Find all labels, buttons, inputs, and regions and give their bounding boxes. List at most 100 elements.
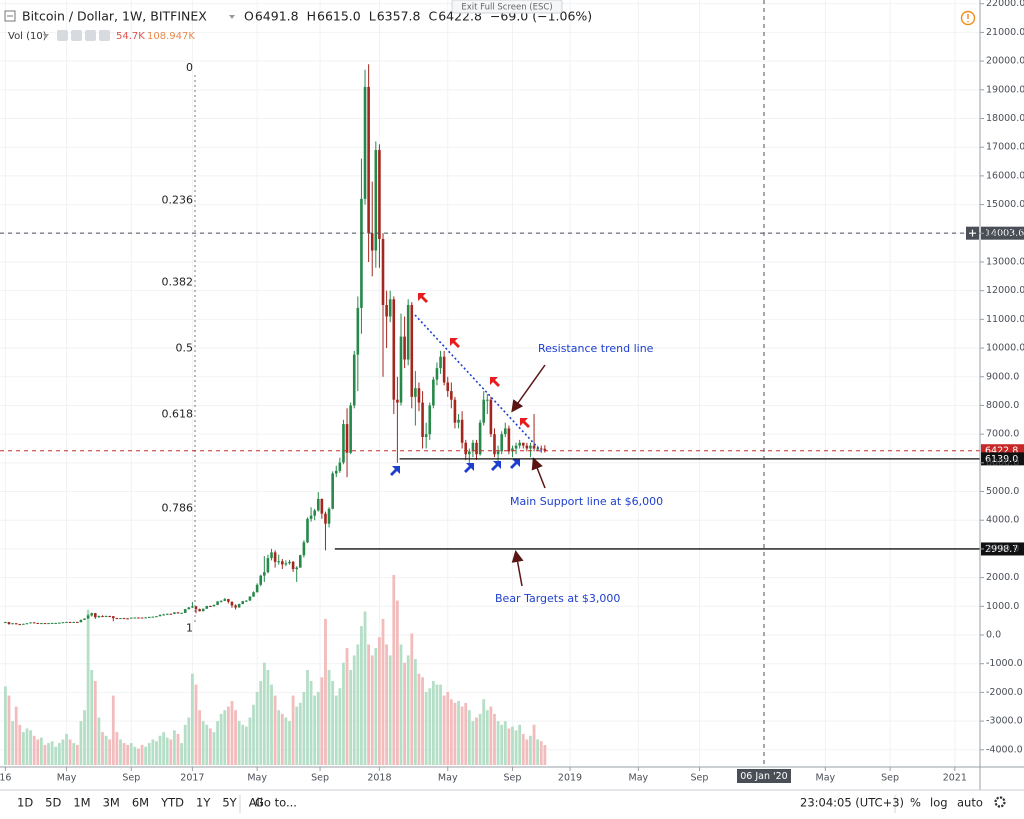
x-tick-label: May xyxy=(57,773,77,784)
volume-bar xyxy=(223,710,227,765)
candle-body xyxy=(539,448,543,450)
volume-bar xyxy=(385,644,389,765)
candle-body xyxy=(133,617,137,619)
candle-body xyxy=(255,584,259,593)
volume-bar xyxy=(7,695,11,765)
auto-toggle[interactable]: auto xyxy=(957,796,983,810)
volume-bar xyxy=(352,655,356,765)
range-button[interactable]: 1D xyxy=(17,796,33,810)
candle-body xyxy=(453,399,457,423)
y-tick-label: 8000.0 xyxy=(986,400,1019,411)
volume-bar xyxy=(395,600,399,765)
candle-body xyxy=(241,601,245,605)
range-button[interactable]: YTD xyxy=(160,796,184,810)
candle-body xyxy=(313,510,316,516)
x-tick-label: 2017 xyxy=(180,773,204,784)
study-button[interactable] xyxy=(99,30,110,41)
price-label: 6139.0 xyxy=(985,454,1018,465)
warning-icon[interactable] xyxy=(960,10,976,26)
range-button[interactable]: All xyxy=(249,796,263,810)
range-button[interactable]: 6M xyxy=(132,796,149,810)
range-button[interactable]: 5D xyxy=(45,796,61,810)
volume-bar xyxy=(262,662,266,765)
candle-body xyxy=(270,552,273,559)
legend: Bitcoin / Dollar, 1W, BITFINEX O 6491.8 H 6… xyxy=(4,0,976,42)
percent-toggle[interactable]: % xyxy=(910,796,921,810)
x-tick-label: Sep xyxy=(122,773,140,784)
price-label-box xyxy=(981,452,1024,466)
candle-body xyxy=(209,606,212,608)
candle-body xyxy=(54,622,58,624)
candle-body xyxy=(529,445,532,449)
volume-bar xyxy=(539,741,543,765)
candle-body xyxy=(514,445,518,449)
candle-body xyxy=(511,448,514,452)
range-button[interactable]: 3M xyxy=(103,796,120,810)
candle-body xyxy=(155,616,158,618)
volume-bar xyxy=(496,721,500,765)
exit-full-screen-label[interactable]: Exit Full Screen (ESC) xyxy=(461,3,552,13)
volume-bar xyxy=(191,673,194,765)
candle-body xyxy=(111,616,115,619)
volume-bar xyxy=(208,728,212,765)
axes: -4000.0 -3000.0 -2000.0 -1000.0 0.0 1000.0 200… xyxy=(0,0,1024,791)
y-tick-label: 2000.0 xyxy=(986,572,1019,583)
volume-bar xyxy=(226,706,230,765)
candle-body xyxy=(119,618,122,620)
volume-bar xyxy=(216,721,219,765)
volume-bar xyxy=(90,670,94,765)
candle-body xyxy=(446,382,450,392)
volume-bar xyxy=(338,688,342,765)
range-button[interactable]: 1Y xyxy=(196,796,211,810)
study-button[interactable] xyxy=(71,30,82,41)
volume-bar xyxy=(460,706,464,765)
volume-bar xyxy=(503,721,507,765)
candle-body xyxy=(464,442,468,455)
exit-full-screen-button[interactable] xyxy=(451,0,563,14)
settings-icon[interactable] xyxy=(994,796,1006,808)
candle-body xyxy=(237,604,241,608)
candle-body xyxy=(40,623,43,625)
volume-bar xyxy=(295,706,299,765)
goto-button[interactable]: Go to... xyxy=(255,796,297,810)
y-tick-label: 12000.0 xyxy=(986,285,1024,296)
volume-bar xyxy=(21,732,25,765)
candle-body xyxy=(198,609,201,612)
candle-body xyxy=(18,624,22,626)
fib-level-label: 0.786 xyxy=(162,502,194,515)
volume-bar xyxy=(514,730,518,765)
volume-bar xyxy=(47,743,50,765)
range-button[interactable]: 5Y xyxy=(222,796,237,810)
grid xyxy=(0,0,980,767)
y-tick-label: 1000.0 xyxy=(986,601,1019,612)
volume-bar xyxy=(244,726,248,765)
volume-bar xyxy=(205,724,209,765)
log-toggle[interactable]: log xyxy=(930,796,948,810)
volume-bar xyxy=(428,688,432,765)
study-button[interactable] xyxy=(57,30,68,41)
candle-body xyxy=(378,150,381,240)
volume-bar xyxy=(198,710,201,765)
candle-body xyxy=(421,402,424,438)
candle-body xyxy=(478,422,482,455)
dropdown-caret[interactable] xyxy=(43,34,49,38)
range-button[interactable]: 1M xyxy=(73,796,90,810)
candle-body xyxy=(450,391,453,400)
candle-body xyxy=(460,419,464,443)
dropdown-caret[interactable] xyxy=(229,15,235,19)
candle-body xyxy=(248,596,252,601)
y-tick-label: 15000.0 xyxy=(986,199,1024,210)
candle-body xyxy=(442,356,446,383)
fib-level-label: 0.236 xyxy=(162,194,194,207)
candle-body xyxy=(288,561,291,564)
candle-body xyxy=(147,616,151,618)
candle-body xyxy=(151,616,155,618)
study-button[interactable] xyxy=(85,30,96,41)
candle-body xyxy=(306,518,309,543)
collapse-icon[interactable] xyxy=(4,10,16,22)
volume-bar xyxy=(507,728,511,765)
candle-body xyxy=(363,86,367,199)
candle-body xyxy=(129,617,133,619)
volume-bar xyxy=(194,684,198,765)
y-tick-label: 13000.0 xyxy=(986,256,1024,267)
